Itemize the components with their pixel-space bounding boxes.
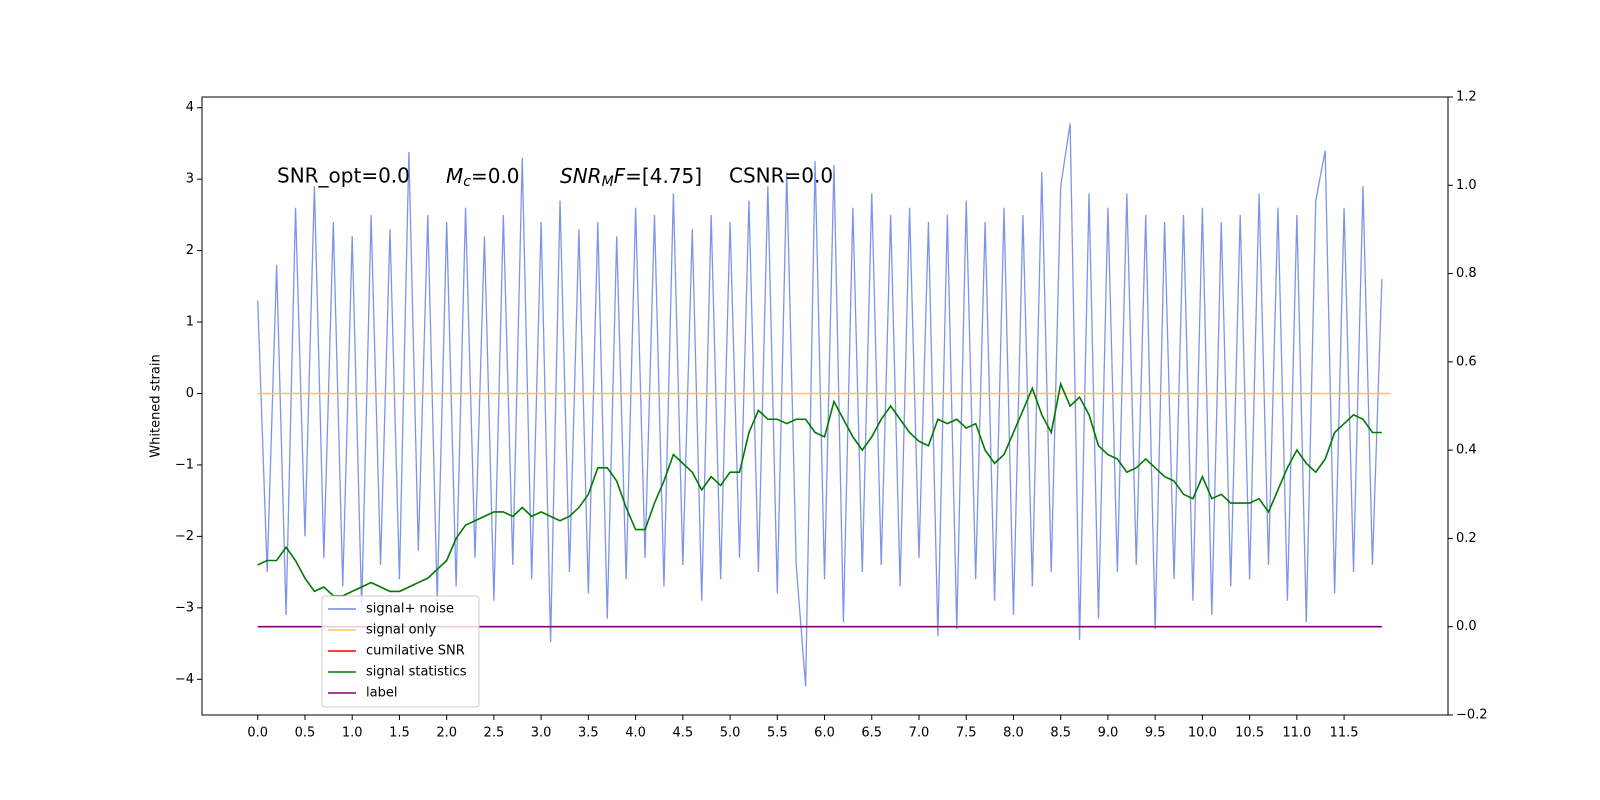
- y-tick-label: 0: [186, 386, 194, 401]
- y-tick-label: 1: [186, 315, 194, 330]
- y-tick-label: −1: [175, 457, 194, 472]
- legend-label: signal+ noise: [366, 602, 454, 617]
- y2-tick-label: 0.0: [1456, 619, 1477, 634]
- x-tick-label: 6.0: [814, 726, 835, 741]
- x-tick-label: 8.0: [1003, 726, 1024, 741]
- legend-box: [321, 595, 480, 708]
- x-tick-label: 9.5: [1145, 726, 1166, 741]
- annotation-part: =0.0: [471, 164, 520, 188]
- legend-label: cumilative SNR: [366, 644, 465, 659]
- annotation-part: c: [463, 174, 471, 190]
- x-tick-label: 4.0: [625, 726, 646, 741]
- x-tick-label: 1.5: [389, 726, 410, 741]
- x-tick-label: 3.0: [531, 726, 552, 741]
- y2-tick-label: 1.2: [1456, 90, 1477, 105]
- x-tick-label: 6.5: [861, 726, 882, 741]
- y-tick-label: 2: [186, 243, 194, 258]
- x-tick-label: 1.0: [342, 726, 363, 741]
- y-tick-label: 3: [186, 172, 194, 187]
- annotation-part: SNR: [560, 164, 602, 188]
- series-line: [257, 381, 1382, 597]
- y2-tick-label: 0.6: [1456, 354, 1477, 369]
- annotation: Mc=0.0: [446, 164, 520, 191]
- x-tick-label: 5.5: [767, 726, 788, 741]
- y2-tick-label: 0.4: [1456, 443, 1477, 458]
- x-tick-label: 3.5: [578, 726, 599, 741]
- series-line: [257, 123, 1383, 687]
- annotation: CSNR=0.0: [729, 164, 833, 188]
- x-tick-label: 11.0: [1282, 726, 1311, 741]
- x-tick-label: 5.0: [720, 726, 741, 741]
- y-axis-label: Whitened strain: [149, 354, 164, 457]
- x-tick-label: 0.5: [295, 726, 316, 741]
- y2-tick-label: 0.8: [1456, 266, 1477, 281]
- x-tick-label: 2.0: [436, 726, 457, 741]
- y-tick-label: −2: [175, 529, 194, 544]
- y2-tick-label: 1.0: [1456, 178, 1477, 193]
- x-tick-label: 10.5: [1235, 726, 1264, 741]
- x-tick-label: 7.5: [956, 726, 977, 741]
- x-tick-label: 4.5: [672, 726, 693, 741]
- x-tick-label: 7.0: [909, 726, 930, 741]
- legend-label: label: [366, 686, 397, 701]
- x-tick-label: 9.0: [1098, 726, 1119, 741]
- annotation: SNR_opt=0.0: [277, 164, 410, 188]
- y-tick-label: 4: [186, 100, 194, 115]
- x-tick-label: 0.0: [247, 726, 268, 741]
- legend-label: signal statistics: [366, 665, 467, 680]
- annotation-part: M: [446, 164, 463, 188]
- y-tick-label: −4: [175, 672, 194, 687]
- y-tick-label: −3: [175, 600, 194, 615]
- x-tick-label: 11.5: [1330, 726, 1359, 741]
- annotation: SNRMF=[4.75]: [560, 164, 702, 191]
- legend-label: signal only: [366, 623, 436, 638]
- x-tick-label: 2.5: [484, 726, 505, 741]
- x-tick-label: 10.0: [1188, 726, 1217, 741]
- annotation-part: M: [602, 174, 614, 190]
- annotation-part: =[4.75]: [625, 164, 702, 188]
- y2-tick-label: −0.2: [1456, 708, 1488, 723]
- y2-tick-label: 0.2: [1456, 531, 1477, 546]
- annotation-part: F: [614, 164, 626, 188]
- x-tick-label: 8.5: [1050, 726, 1071, 741]
